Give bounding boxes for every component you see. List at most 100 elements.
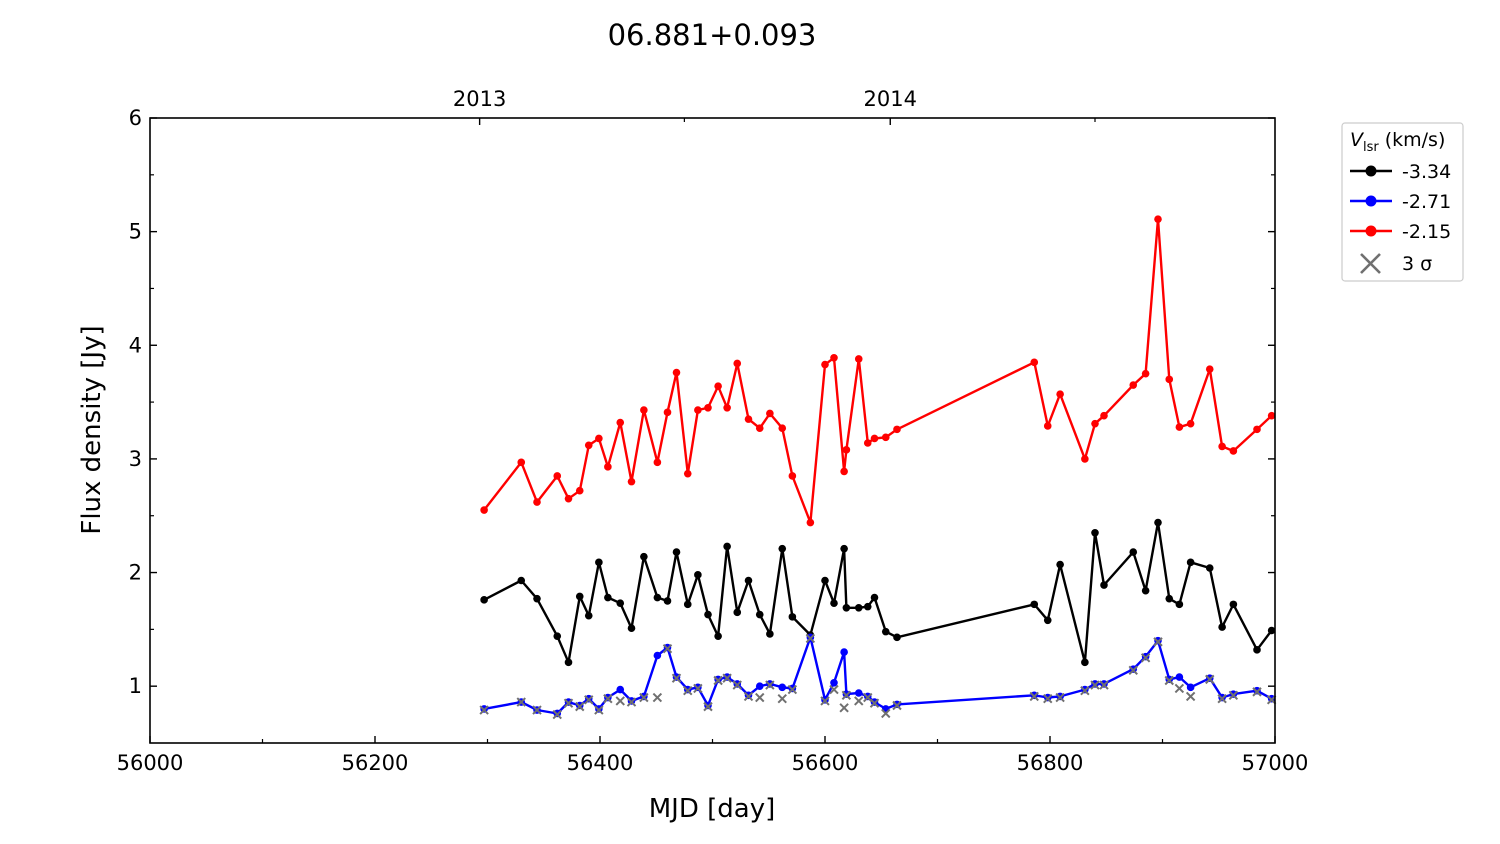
sigma-marker — [1205, 674, 1215, 685]
sigma-marker — [1128, 665, 1138, 675]
sigma-marker — [662, 643, 673, 654]
sigma-marker — [1090, 680, 1100, 690]
data-point — [553, 472, 562, 480]
data-point — [854, 689, 863, 697]
x-tick-label: 56000 — [117, 751, 184, 775]
data-point — [1267, 626, 1276, 635]
legend-marker — [1365, 225, 1377, 237]
sigma-marker — [1228, 690, 1239, 700]
y-tick-label: 3 — [129, 447, 142, 471]
data-point — [842, 603, 851, 612]
data-point — [1229, 600, 1238, 609]
x-tick-label: 56400 — [567, 751, 634, 775]
top-year-label: 2013 — [453, 87, 506, 111]
data-point — [755, 610, 764, 619]
sigma-marker — [1055, 692, 1065, 703]
data-point — [840, 544, 848, 553]
sigma-marker — [1140, 653, 1151, 663]
legend: Vlsr (km/s) -3.34 -2.71 -2.15 3 σ — [1341, 122, 1464, 282]
legend-label: -2.15 — [1402, 221, 1451, 243]
data-point — [1141, 369, 1150, 378]
data-point — [627, 477, 636, 486]
data-point — [616, 599, 625, 608]
data-point — [616, 685, 625, 694]
sigma-marker — [787, 684, 798, 695]
data-point — [683, 600, 692, 609]
sigma-marker — [575, 701, 585, 712]
data-point — [821, 576, 829, 585]
legend-sigma-marker — [1360, 253, 1381, 274]
sigma-marker — [713, 675, 723, 686]
data-point — [830, 353, 838, 362]
data-point — [723, 403, 731, 412]
data-point — [714, 632, 722, 640]
sigma-marker — [603, 693, 613, 704]
data-point — [1100, 581, 1108, 589]
data-point — [672, 368, 681, 377]
data-point — [627, 624, 636, 633]
sigma-marker — [1164, 675, 1174, 686]
data-point — [1175, 673, 1184, 681]
data-point — [704, 403, 712, 412]
sigma-marker — [1174, 683, 1185, 694]
data-point — [1056, 560, 1064, 569]
data-point — [755, 682, 764, 690]
data-point — [1186, 558, 1195, 567]
sigma-marker — [829, 684, 839, 695]
data-point — [1091, 528, 1099, 537]
chart-title: 06.881+0.093 — [608, 18, 817, 52]
sigma-marker — [1185, 691, 1196, 702]
data-point — [704, 610, 712, 619]
data-point — [870, 434, 879, 443]
data-point — [533, 594, 541, 603]
sigma-marker — [671, 673, 682, 683]
data-point — [714, 382, 722, 390]
data-point — [1165, 594, 1174, 603]
sigma-marker — [693, 683, 703, 694]
sigma-marker — [516, 697, 526, 707]
sigma-marker — [777, 693, 787, 704]
data-point — [640, 552, 648, 561]
data-point — [806, 518, 815, 527]
series-line--2.15 — [483, 217, 1273, 524]
data-point — [653, 458, 662, 467]
data-point — [1129, 548, 1138, 556]
data-point — [517, 458, 526, 467]
data-point — [1141, 586, 1150, 595]
legend-marker — [1365, 195, 1377, 207]
data-point — [1030, 600, 1039, 609]
legend-title-sub: lsr — [1363, 140, 1379, 155]
data-point — [663, 597, 672, 605]
sigma-marker — [869, 698, 880, 708]
axes-group: 56000 56200 56400 56600 56800 57000 1 2 3 4 5 6 2013… — [117, 87, 1309, 775]
series-group — [479, 215, 1277, 720]
data-point — [854, 603, 863, 612]
data-point — [1056, 390, 1064, 398]
series-line--3.34 — [483, 521, 1273, 664]
sigma-marker — [594, 705, 604, 715]
sigma-marker — [1043, 693, 1053, 704]
sigma-marker — [841, 690, 852, 700]
sigma-marker — [839, 703, 849, 713]
data-point — [893, 425, 901, 434]
data-point — [1186, 419, 1195, 428]
data-point — [575, 592, 584, 601]
data-point — [564, 494, 573, 503]
data-point — [863, 602, 872, 611]
data-point — [842, 446, 851, 454]
sigma-marker — [1099, 680, 1109, 690]
data-point — [653, 593, 662, 602]
data-point — [830, 599, 838, 608]
sigma-marker — [820, 696, 830, 706]
top-year-label: 2014 — [864, 87, 917, 111]
data-point — [663, 408, 672, 417]
y-tick-label: 4 — [129, 333, 142, 357]
data-point — [755, 424, 764, 433]
legend-title-main: V — [1350, 129, 1365, 151]
data-point — [788, 472, 797, 480]
sigma-marker — [584, 695, 594, 705]
sigma-marker — [743, 691, 754, 702]
data-point — [1091, 419, 1099, 428]
legend-marker — [1365, 165, 1377, 177]
x-tick-label: 57000 — [1242, 751, 1309, 775]
